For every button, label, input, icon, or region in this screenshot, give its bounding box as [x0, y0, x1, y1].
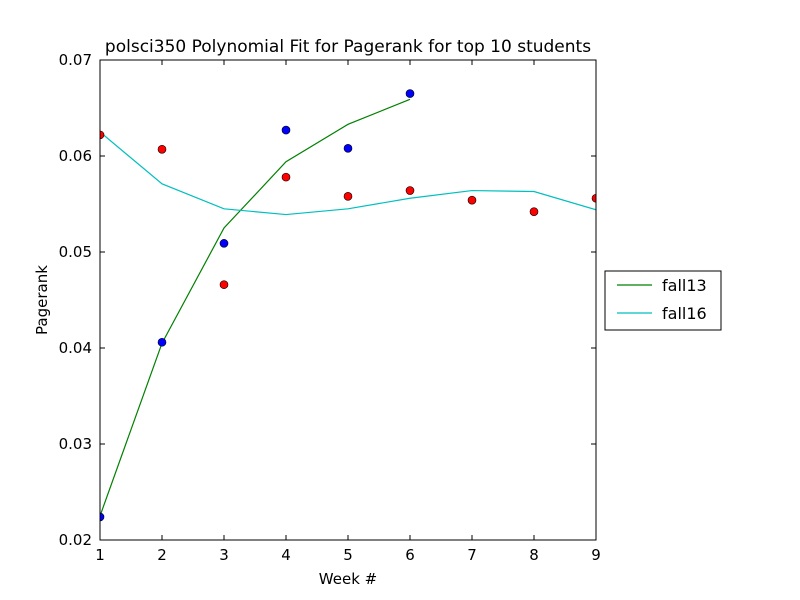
data-point: [405, 89, 415, 98]
data-point: [219, 239, 229, 248]
x-tick-label: 8: [529, 546, 539, 564]
plot-frame: [99, 59, 597, 541]
y-tick-label: 0.04: [59, 339, 92, 357]
data-point: [467, 195, 477, 205]
legend-box: [604, 270, 722, 331]
data-point: [157, 144, 167, 154]
series-line-fall16: [100, 131, 596, 216]
data-point: [591, 193, 596, 203]
y-tick-label: 0.07: [59, 51, 92, 69]
series-line-fall13: [100, 98, 411, 517]
chart-title: polsci350 Polynomial Fit for Pagerank fo…: [105, 37, 591, 57]
data-point: [281, 172, 291, 182]
x-tick-label: 9: [591, 546, 601, 564]
data-point: [100, 512, 105, 522]
data-point: [100, 130, 105, 140]
data-point: [219, 280, 229, 289]
data-point: [157, 337, 167, 347]
x-tick-label: 1: [95, 546, 105, 564]
y-tick-label: 0.02: [59, 531, 92, 549]
axes: 1 2 3 4 5 6 7 8 9 0.02 0.03 0.04 0.05 0.06 0.07: [59, 51, 601, 564]
plot-area: [100, 89, 596, 522]
data-point: [343, 144, 353, 153]
x-axis-label: Week #: [319, 570, 377, 588]
data-point: [529, 207, 539, 216]
x-tick-label: 5: [343, 546, 353, 564]
legend-label-fall16: fall16: [662, 304, 707, 323]
legend: fall13 fall16: [604, 270, 722, 331]
y-tick-label: 0.06: [59, 147, 92, 165]
data-point: [405, 186, 415, 195]
data-point: [281, 125, 291, 135]
data-point: [343, 192, 353, 201]
x-tick-label: 3: [219, 546, 229, 564]
y-axis-label: Pagerank: [33, 265, 51, 335]
x-tick-label: 4: [281, 546, 291, 564]
legend-label-fall13: fall13: [662, 276, 707, 295]
x-tick-label: 2: [157, 546, 167, 564]
x-tick-label: 7: [467, 546, 477, 564]
y-tick-label: 0.03: [59, 435, 92, 453]
x-tick-label: 6: [405, 546, 415, 564]
y-tick-label: 0.05: [59, 243, 92, 261]
